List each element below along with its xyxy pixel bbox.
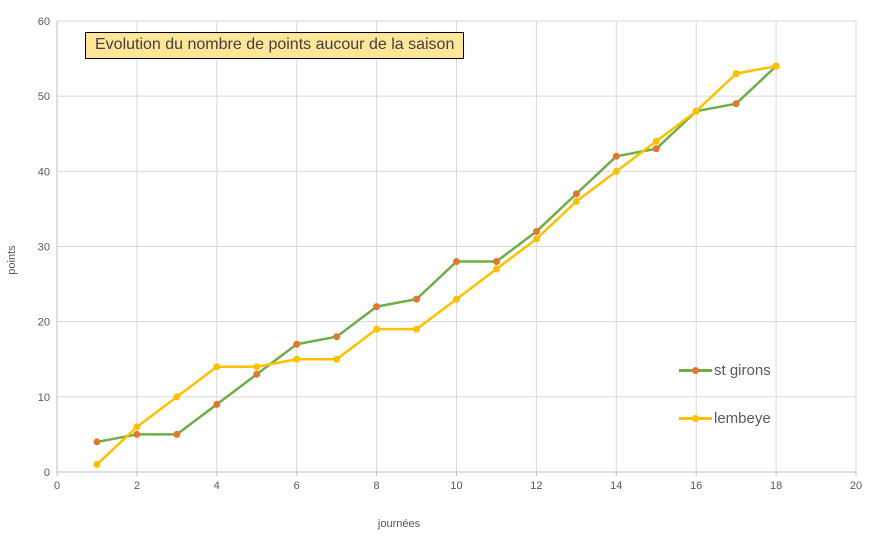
data-point-marker (133, 423, 141, 431)
data-point-marker (133, 430, 141, 438)
legend-label: st girons (714, 361, 771, 379)
x-tick-label: 0 (54, 480, 60, 492)
x-tick-label: 6 (294, 480, 300, 492)
data-point-marker (453, 295, 460, 303)
x-tick-label: 12 (530, 480, 542, 492)
x-tick-label: 8 (374, 480, 380, 492)
x-tick-label: 10 (450, 480, 462, 492)
legend-marker-icon (692, 414, 699, 422)
x-tick-label: 16 (690, 480, 702, 492)
x-tick-label: 14 (610, 480, 622, 492)
data-point-marker (572, 190, 580, 198)
legend-marker-icon (692, 366, 699, 374)
chart-title: Evolution du nombre de points aucour de … (85, 32, 465, 59)
data-point-marker (772, 62, 780, 70)
data-point-marker (93, 438, 101, 446)
data-point-marker (692, 107, 700, 115)
data-point-marker (532, 235, 540, 243)
data-point-marker (253, 363, 261, 371)
data-point-marker (652, 145, 660, 153)
x-tick-label: 4 (214, 480, 220, 492)
data-point-marker (173, 393, 181, 401)
y-tick-label: 10 (38, 392, 50, 404)
series-line-lembeye (96, 64, 777, 466)
y-tick-label: 0 (44, 467, 50, 479)
x-tick-label: 20 (850, 480, 862, 492)
y-axis-title: points (6, 245, 18, 275)
y-tick-label: 50 (38, 91, 50, 103)
data-point-marker (293, 340, 301, 348)
data-point-marker (532, 227, 540, 235)
data-point-marker (492, 265, 500, 273)
data-point-marker (93, 460, 101, 468)
data-point-marker (213, 363, 221, 371)
legend: st girons lembeye (679, 357, 771, 453)
data-point-marker (213, 400, 221, 408)
data-point-marker (732, 100, 740, 108)
y-tick-label: 60 (38, 16, 50, 28)
x-tick-label: 18 (770, 480, 782, 492)
data-point-marker (732, 70, 740, 78)
y-tick-label: 30 (38, 242, 50, 254)
data-point-marker (173, 430, 181, 438)
data-point-marker (293, 355, 301, 363)
legend-line-sample (679, 366, 712, 375)
data-point-marker (572, 197, 580, 205)
data-point-marker (373, 303, 381, 311)
y-tick-label: 20 (38, 317, 50, 329)
x-axis-title: journées (377, 518, 421, 530)
series-line-st-girons (96, 65, 777, 444)
legend-item-st-girons: st girons (679, 357, 771, 383)
data-point-marker (373, 325, 381, 333)
data-point-marker (413, 325, 421, 333)
data-point-marker (253, 370, 261, 378)
data-point-marker (492, 258, 500, 266)
data-point-marker (453, 258, 460, 266)
data-point-marker (333, 355, 341, 363)
y-tick-label: 40 (38, 166, 50, 178)
legend-item-lembeye: lembeye (679, 405, 771, 431)
x-tick-label: 2 (134, 480, 140, 492)
legend-label: lembeye (714, 409, 771, 427)
data-point-marker (652, 137, 660, 145)
data-point-marker (413, 295, 421, 303)
data-point-marker (333, 333, 341, 341)
data-point-marker (612, 152, 620, 160)
data-point-marker (612, 167, 620, 175)
legend-line-sample (679, 414, 712, 423)
